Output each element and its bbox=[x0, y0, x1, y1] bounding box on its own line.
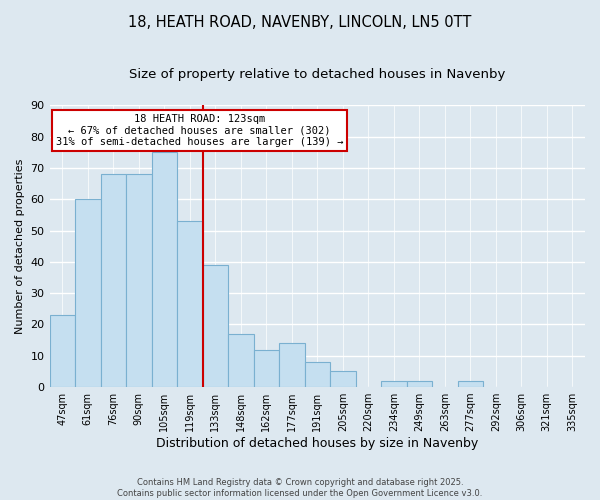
Bar bbox=[75, 199, 101, 387]
Bar bbox=[101, 174, 126, 387]
Bar bbox=[254, 350, 279, 387]
Bar bbox=[50, 315, 75, 387]
Text: Contains HM Land Registry data © Crown copyright and database right 2025.
Contai: Contains HM Land Registry data © Crown c… bbox=[118, 478, 482, 498]
Title: Size of property relative to detached houses in Navenby: Size of property relative to detached ho… bbox=[129, 68, 505, 80]
Text: 18 HEATH ROAD: 123sqm
← 67% of detached houses are smaller (302)
31% of semi-det: 18 HEATH ROAD: 123sqm ← 67% of detached … bbox=[56, 114, 343, 147]
Bar bbox=[305, 362, 330, 387]
Bar bbox=[203, 265, 228, 387]
Bar bbox=[228, 334, 254, 387]
Bar bbox=[330, 372, 356, 387]
Bar bbox=[152, 152, 177, 387]
Bar bbox=[126, 174, 152, 387]
Bar bbox=[279, 343, 305, 387]
Text: 18, HEATH ROAD, NAVENBY, LINCOLN, LN5 0TT: 18, HEATH ROAD, NAVENBY, LINCOLN, LN5 0T… bbox=[128, 15, 472, 30]
Bar bbox=[177, 221, 203, 387]
Y-axis label: Number of detached properties: Number of detached properties bbox=[15, 158, 25, 334]
X-axis label: Distribution of detached houses by size in Navenby: Distribution of detached houses by size … bbox=[156, 437, 478, 450]
Bar bbox=[458, 381, 483, 387]
Bar bbox=[407, 381, 432, 387]
Bar bbox=[381, 381, 407, 387]
